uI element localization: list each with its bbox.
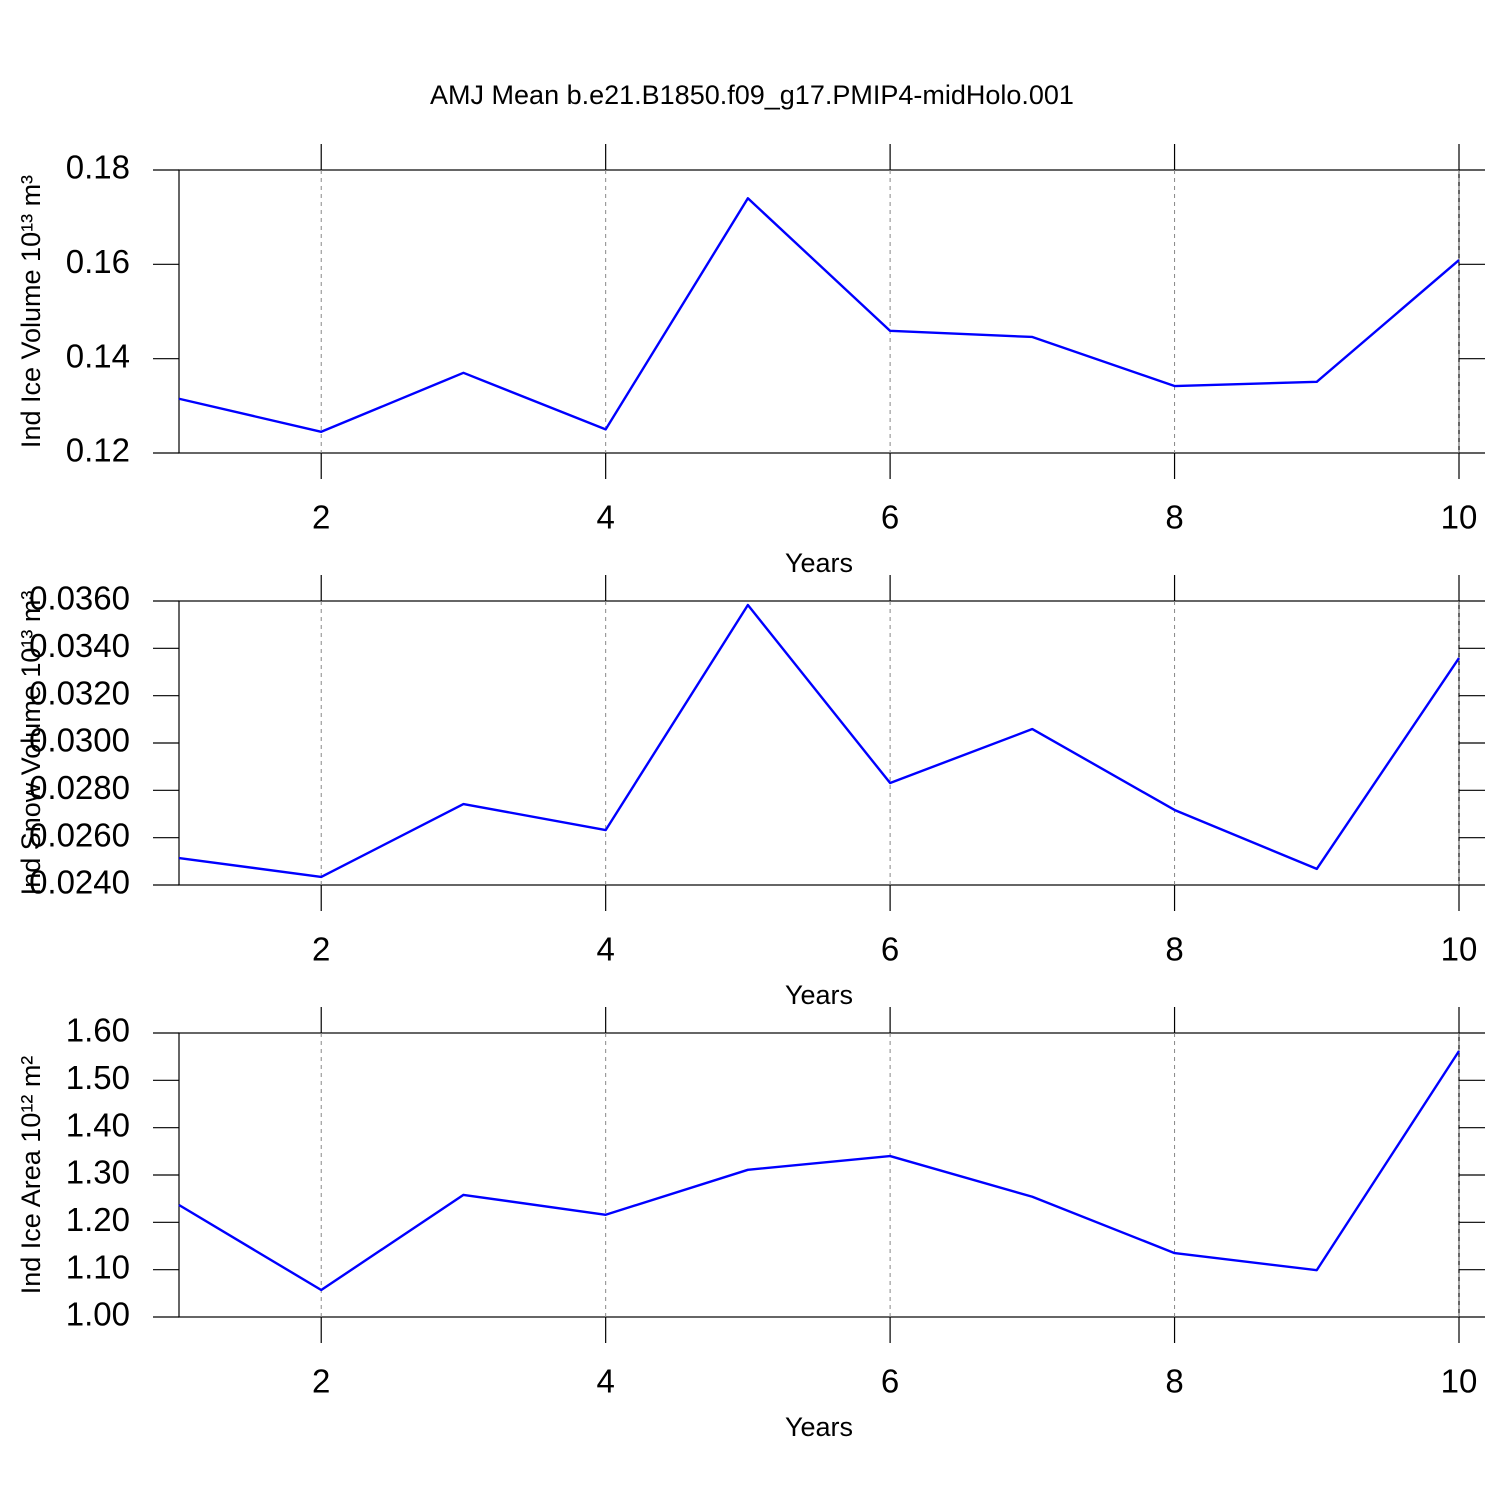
y-tick-label: 0.0320 (29, 674, 130, 711)
y-axis-label: Ind Ice Area 10¹² m² (16, 1056, 46, 1295)
figure-title: AMJ Mean b.e21.B1850.f09_g17.PMIP4-midHo… (430, 80, 1074, 110)
x-tick-label: 2 (312, 1363, 330, 1400)
plot-frame (178, 1032, 1460, 1318)
y-tick-label: 1.30 (66, 1154, 130, 1191)
x-axis-label: Years (785, 548, 853, 578)
y-tick-label: 0.0340 (29, 627, 130, 664)
data-line (178, 197, 1460, 433)
x-axis-label: Years (785, 1412, 853, 1442)
y-tick-label: 0.16 (66, 243, 130, 280)
y-tick-label: 1.50 (66, 1059, 130, 1096)
y-tick-label: 1.60 (66, 1012, 130, 1049)
y-tick-label: 1.20 (66, 1201, 130, 1238)
x-tick-label: 10 (1441, 931, 1478, 968)
x-tick-label: 2 (312, 499, 330, 536)
x-tick-label: 4 (596, 499, 614, 536)
data-line (178, 603, 1460, 879)
x-axis-label: Years (785, 980, 853, 1010)
x-tick-label: 8 (1165, 931, 1183, 968)
x-tick-label: 10 (1441, 1363, 1478, 1400)
plot-frame (178, 169, 1460, 454)
y-tick-label: 0.0240 (29, 864, 130, 901)
y-tick-label: 0.0360 (29, 580, 130, 617)
x-tick-label: 6 (881, 499, 899, 536)
x-tick-label: 2 (312, 931, 330, 968)
y-tick-label: 1.40 (66, 1106, 130, 1143)
y-tick-label: 0.12 (66, 432, 130, 469)
y-tick-label: 1.10 (66, 1248, 130, 1285)
data-line (178, 1050, 1461, 1292)
y-tick-label: 0.0260 (29, 816, 130, 853)
x-tick-label: 8 (1165, 1363, 1183, 1400)
plot-frame (178, 600, 1460, 886)
x-tick-label: 4 (596, 1363, 614, 1400)
x-tick-label: 10 (1441, 499, 1478, 536)
y-tick-label: 0.18 (66, 149, 130, 186)
y-tick-label: 0.14 (66, 337, 130, 374)
y-axis-label: Ind Ice Volume 10¹³ m³ (16, 175, 46, 448)
x-tick-label: 8 (1165, 499, 1183, 536)
x-tick-label: 6 (881, 1363, 899, 1400)
y-tick-label: 1.00 (66, 1296, 130, 1333)
x-tick-label: 6 (881, 931, 899, 968)
x-tick-label: 4 (596, 931, 614, 968)
y-tick-label: 0.0300 (29, 722, 130, 759)
y-tick-label: 0.0280 (29, 769, 130, 806)
y-axis-label: Ind Snow Volume 10¹³ m³ (16, 591, 46, 896)
